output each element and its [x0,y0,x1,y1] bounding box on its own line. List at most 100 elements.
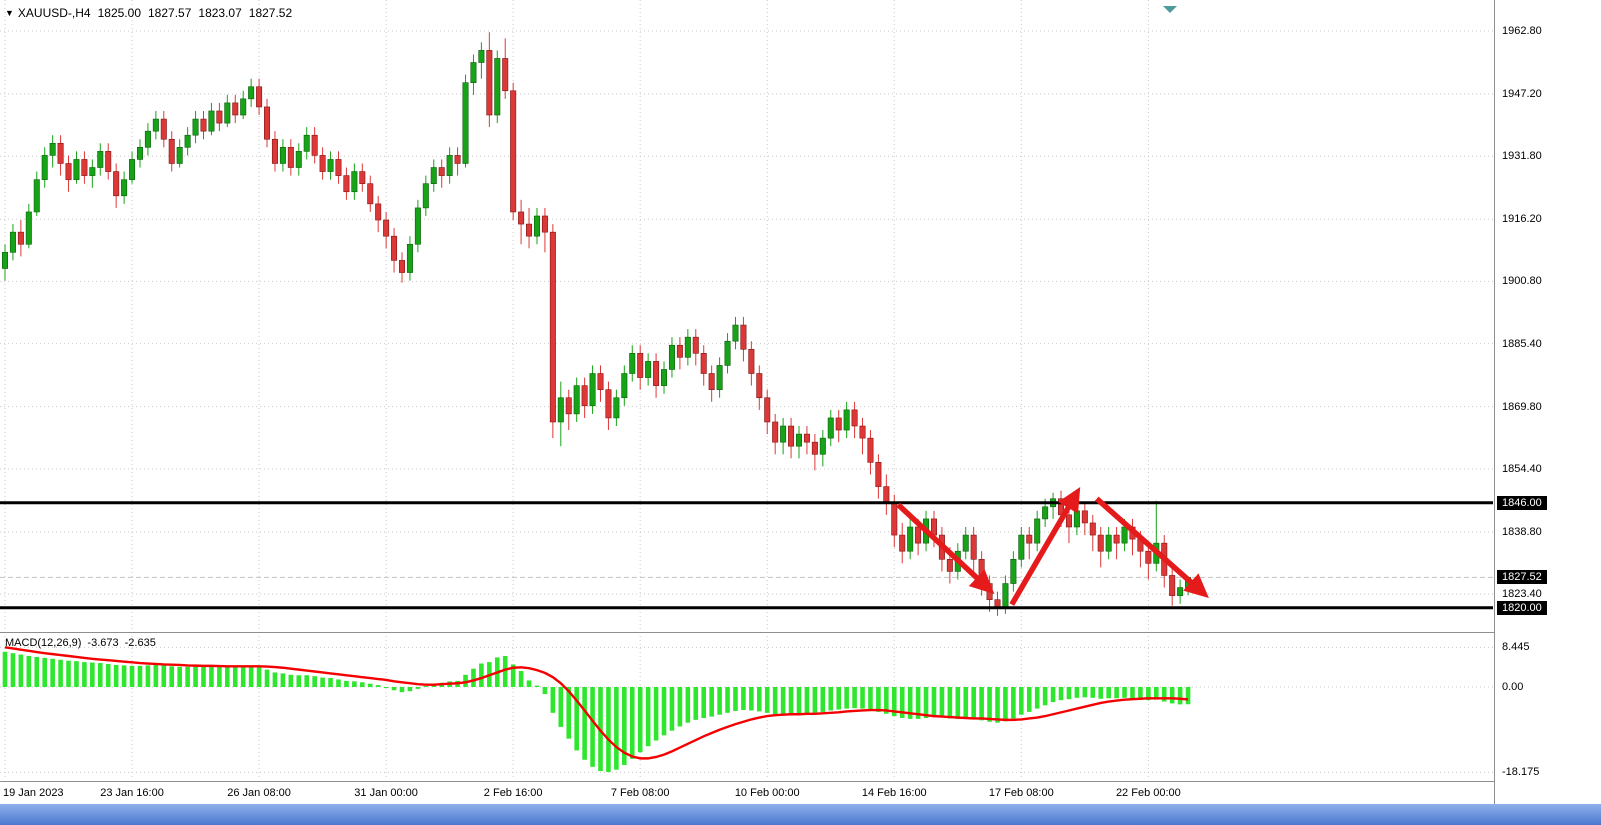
bull-candle [621,373,628,399]
macd-histogram-bar [121,665,127,687]
macd-histogram-bar [1177,687,1183,705]
bull-candle [351,171,358,193]
macd-histogram-bar [1185,687,1191,705]
macd-histogram-bar [987,687,992,722]
macd-main-value: -3.673 [87,637,119,649]
trend-arrow[interactable] [896,502,995,595]
bull-candle [414,207,421,245]
bear-candle [867,437,874,463]
bear-candle [510,90,517,213]
macd-histogram-bar [1042,687,1048,706]
bear-candle [970,534,977,560]
bull-candle [33,179,40,213]
bear-candle [1065,514,1072,528]
bull-candle [1042,506,1049,520]
bull-candle [152,118,159,132]
macd-histogram-bar [606,687,611,773]
macd-histogram-bar [320,677,325,687]
macd-histogram-bar [653,687,659,741]
macd-histogram-bar [979,687,984,721]
macd-histogram-bar [550,687,556,713]
bull-candle [224,102,231,124]
macd-histogram-bar [145,665,151,687]
macd-histogram-bar [18,654,24,687]
macd-histogram-bar [939,687,945,718]
bull-candle [533,215,540,237]
macd-histogram-bar [590,687,595,767]
bear-candle [692,336,699,354]
bear-candle [264,106,271,140]
bear-candle [1145,550,1152,564]
macd-histogram-bar [225,666,230,687]
bear-candle [256,86,263,108]
bull-candle [1,252,9,269]
macd-histogram-bar [582,687,587,760]
macd-histogram-bar [733,687,738,711]
macd-histogram-bar [415,687,421,689]
bull-candle [661,369,668,386]
macd-histogram-bar [685,687,691,723]
bull-candle [25,211,32,245]
macd-histogram-bar [907,687,913,719]
bull-candle [327,159,334,172]
bear-candle [859,425,866,439]
bear-candle [1097,534,1104,552]
macd-tick-label: -18.175 [1502,766,1540,779]
macd-histogram-bar [1058,687,1064,701]
trend-arrow[interactable] [1094,496,1209,599]
bear-candle [1169,575,1176,596]
price-tick-label: 1885.40 [1502,337,1542,350]
time-tick-label: 23 Jan 16:00 [100,787,164,799]
macd-histogram-bar [264,669,270,687]
bull-candle [73,159,80,180]
bear-candle [756,373,763,399]
macd-histogram-bar [844,687,849,709]
bull-candle [121,179,128,197]
macd-histogram-bar [1161,687,1167,702]
macd-histogram-bar [812,687,818,713]
bear-candle [486,50,493,116]
trend-arrow[interactable] [1009,486,1081,606]
macd-histogram-bar [169,666,175,687]
macd-histogram-bar [193,666,198,687]
bear-candle [232,102,239,116]
macd-histogram-bar [780,687,786,715]
bull-candle [613,397,620,419]
macd-histogram-bar [137,665,143,687]
macd-histogram-bar [836,687,841,710]
macd-tick-label: 0.00 [1502,681,1524,693]
macd-histogram-bar [788,687,794,715]
macd-histogram-bar [82,662,87,687]
macd-histogram-bar [391,687,397,691]
bear-candle [748,348,755,374]
bear-candle [772,421,779,443]
macd-histogram-bar [34,656,40,687]
chart-shift-marker[interactable] [1163,6,1177,13]
bear-candle [851,409,858,427]
macd-histogram-bar [717,687,722,715]
collapse-triangle-icon[interactable]: ▼ [5,8,14,18]
bear-candle [597,373,604,390]
time-axis[interactable]: 19 Jan 2023 23 Jan 16:00 26 Jan 08:00 31 Ja… [0,782,1494,804]
bear-candle [383,219,390,237]
bull-candle [962,534,969,552]
bear-candle [700,353,707,374]
bull-candle [144,130,151,148]
macd-histogram-bar [328,678,333,687]
bear-candle [319,155,326,172]
macd-histogram-bar [804,687,810,714]
macd-histogram-bar [367,683,373,687]
macd-histogram-bar [1122,687,1127,698]
macd-histogram-bar [375,685,381,687]
bear-candle [708,373,715,390]
macd-histogram-bar [280,673,286,687]
bear-candle [359,171,366,184]
macd-histogram-bar [669,687,675,731]
macd-histogram-bar [891,687,897,717]
time-tick-label: 31 Jan 00:00 [354,787,418,799]
time-tick-label: 26 Jan 08:00 [227,787,291,799]
price-axis[interactable]: 1962.80 1947.20 1931.80 1916.20 1900.80 1885.… [1495,0,1601,804]
macd-histogram-bar [764,687,770,713]
